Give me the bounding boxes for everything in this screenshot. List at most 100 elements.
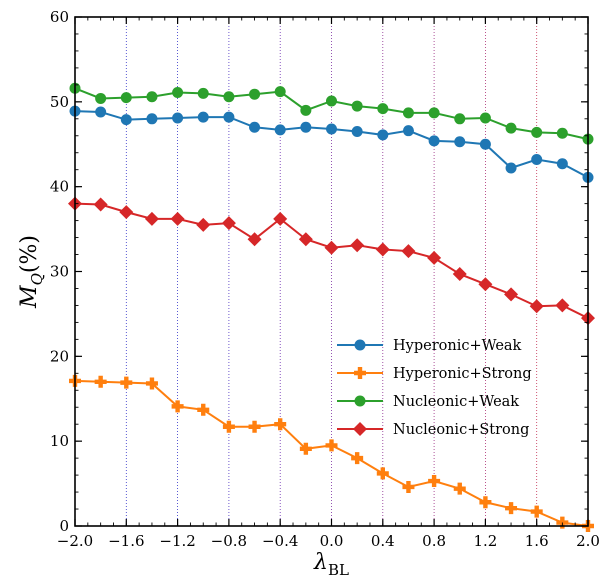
data-point: [95, 106, 107, 118]
y-axis-title-suffix: (%): [17, 235, 42, 273]
y-tick-label: 40: [50, 178, 69, 196]
y-tick-label: 30: [50, 263, 69, 281]
legend-label: Nucleonic+Strong: [393, 422, 529, 438]
y-tick-label: 60: [50, 8, 69, 26]
data-point: [531, 154, 543, 166]
data-point: [222, 420, 235, 433]
y-tick-label: 20: [50, 347, 69, 365]
data-point: [120, 114, 132, 126]
data-point: [274, 124, 286, 136]
data-point: [325, 439, 338, 452]
data-point: [145, 377, 158, 390]
legend-swatch-marker: [354, 339, 366, 351]
data-point: [120, 92, 132, 104]
data-point: [504, 287, 519, 302]
data-point: [427, 250, 442, 265]
data-point: [326, 95, 337, 107]
data-point: [531, 126, 543, 138]
x-tick-label: 0.4: [371, 532, 395, 550]
legend-item: Nucleonic+Weak: [337, 394, 519, 410]
x-tick-label: −1.2: [159, 532, 195, 550]
data-point: [146, 113, 158, 125]
legend-item: Hyperonic+Strong: [337, 366, 532, 382]
data-point: [273, 211, 288, 226]
data-point: [223, 91, 235, 103]
x-tick-label: 0.0: [320, 532, 344, 550]
data-point: [171, 400, 184, 413]
series-nucleonic-weak: [69, 82, 594, 145]
data-point: [556, 158, 568, 170]
data-point: [376, 467, 389, 480]
data-point: [556, 127, 568, 139]
data-point: [453, 482, 466, 495]
data-point: [377, 103, 389, 115]
data-point: [402, 125, 414, 137]
data-point: [402, 480, 415, 493]
y-tick-label: 10: [50, 432, 69, 450]
data-point: [94, 375, 107, 388]
data-point: [350, 238, 365, 253]
data-point: [146, 91, 158, 103]
data-point: [428, 475, 441, 488]
y-axis-title: MQ(%): [17, 235, 46, 309]
data-point: [274, 86, 286, 98]
x-tick-label: 1.6: [525, 532, 549, 550]
data-point: [377, 129, 389, 141]
data-point: [479, 496, 492, 509]
plot-series: [68, 82, 595, 532]
data-point: [119, 205, 134, 220]
legend-label: Nucleonic+Weak: [393, 394, 519, 410]
data-point: [249, 88, 261, 100]
data-point: [454, 136, 466, 148]
y-axis-title-main: M: [17, 285, 42, 309]
data-point: [479, 138, 491, 150]
data-point: [248, 420, 261, 433]
x-axis-title-main: λ: [313, 550, 328, 575]
data-point: [300, 121, 312, 133]
data-point: [505, 162, 517, 174]
data-point: [221, 216, 236, 231]
legend-item: Nucleonic+Strong: [337, 422, 529, 438]
x-tick-label: −0.4: [262, 532, 298, 550]
x-axis-title-sub: BL: [328, 561, 349, 579]
x-axis-title: λBL: [313, 550, 349, 579]
legend-swatch-marker: [353, 422, 367, 436]
x-tick-label: −0.8: [211, 532, 247, 550]
data-point: [95, 92, 107, 104]
data-point: [505, 502, 518, 515]
data-point: [223, 111, 235, 123]
data-point: [351, 100, 363, 112]
legend-item: Hyperonic+Weak: [337, 338, 522, 354]
data-point: [401, 244, 416, 259]
axis-ticks: −2.0 −1.6 −1.2 −0.8 −0.4 0.0 0.4 0.8 1.2 1.6 2.0 0 1…: [50, 8, 600, 550]
data-point: [170, 211, 185, 226]
legend-label: Hyperonic+Strong: [393, 366, 532, 382]
data-point: [428, 135, 440, 147]
data-point: [478, 277, 493, 292]
y-axis-title-sub: Q: [28, 273, 46, 285]
x-tick-label: 2.0: [576, 532, 600, 550]
data-point: [196, 217, 211, 232]
data-point: [247, 232, 262, 247]
legend-swatch-marker: [354, 367, 366, 379]
data-point: [505, 122, 517, 134]
data-point: [351, 126, 363, 138]
data-point: [529, 299, 544, 314]
data-point: [555, 298, 570, 313]
data-point: [452, 267, 467, 282]
x-tick-label: −1.6: [108, 532, 144, 550]
data-point: [93, 197, 108, 212]
data-point: [351, 452, 364, 465]
data-point: [530, 505, 543, 518]
data-point: [197, 111, 209, 123]
data-point: [197, 87, 209, 99]
data-point: [299, 442, 312, 455]
data-point: [144, 211, 159, 226]
legend-label: Hyperonic+Weak: [393, 338, 522, 354]
series-hyperonic-weak: [69, 105, 594, 183]
data-point: [402, 107, 414, 119]
x-tick-label: 1.2: [473, 532, 497, 550]
data-point: [375, 242, 390, 257]
legend: Hyperonic+Weak Hyperonic+Strong Nucleonic+…: [337, 338, 532, 438]
data-point: [120, 376, 133, 389]
